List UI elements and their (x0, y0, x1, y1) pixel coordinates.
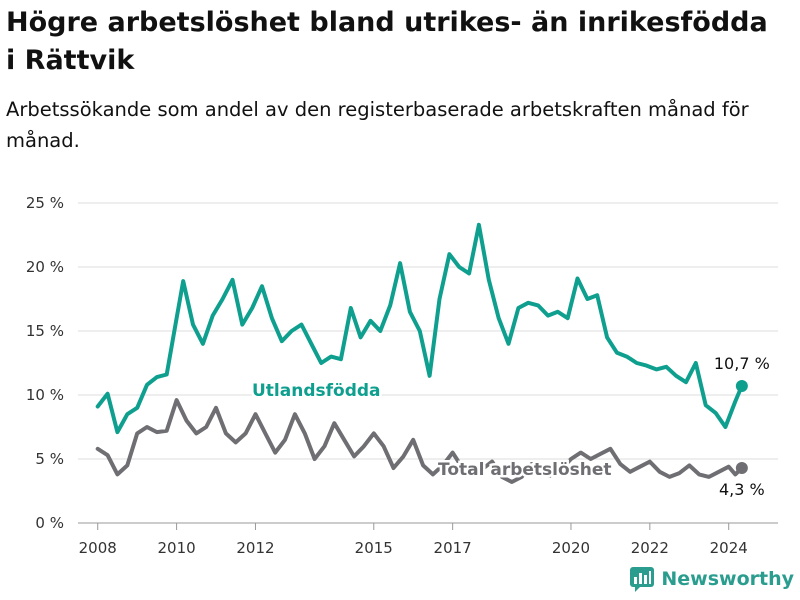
x-tick-label: 2020 (552, 539, 590, 557)
x-tick-label: 2022 (631, 539, 669, 557)
x-tick-label: 2015 (355, 539, 393, 557)
x-tick-label: 2017 (434, 539, 472, 557)
y-tick-label: 15 % (26, 322, 64, 340)
chart-subtitle: Arbetssökande som andel av den registerb… (6, 98, 749, 152)
series-end-marker (735, 461, 748, 474)
newsworthy-logo-icon (630, 567, 655, 592)
series-end-value-label: 4,3 % (719, 480, 765, 499)
y-axis-ticks: 0 % 5 % 10 % 15 % 20 % 25 % (26, 194, 64, 532)
y-tick-label: 10 % (26, 386, 64, 404)
series-labels: 10,7 % Utlandsfödda 4,3 % Total arbetslöshe… (250, 354, 770, 499)
series-name-label: Utlandsfödda (252, 381, 381, 401)
newsworthy-logo-text: Newsworthy (661, 568, 794, 590)
x-tick-label: 2008 (79, 539, 117, 557)
series-line-utlandsfodda (95, 222, 744, 435)
y-tick-label: 5 % (35, 450, 64, 468)
y-tick-label: 20 % (26, 258, 64, 276)
series-name-label: Total arbetslöshet (438, 460, 612, 480)
x-axis: 2008 2010 2012 2015 2017 2020 2022 2024 (79, 523, 748, 557)
x-tick-label: 2010 (157, 539, 195, 557)
x-tick-label: 2012 (236, 539, 274, 557)
series-end-value-label: 10,7 % (714, 354, 770, 373)
x-tick-label: 2024 (710, 539, 748, 557)
y-tick-label: 0 % (35, 514, 64, 532)
series-end-marker (735, 380, 748, 393)
series-lines (95, 222, 748, 484)
chart-title: Högre arbetslöshet bland utrikes- än inr… (6, 7, 768, 76)
y-tick-label: 25 % (26, 194, 64, 212)
newsworthy-logo: Newsworthy (629, 566, 794, 592)
series-line-total (95, 398, 744, 484)
